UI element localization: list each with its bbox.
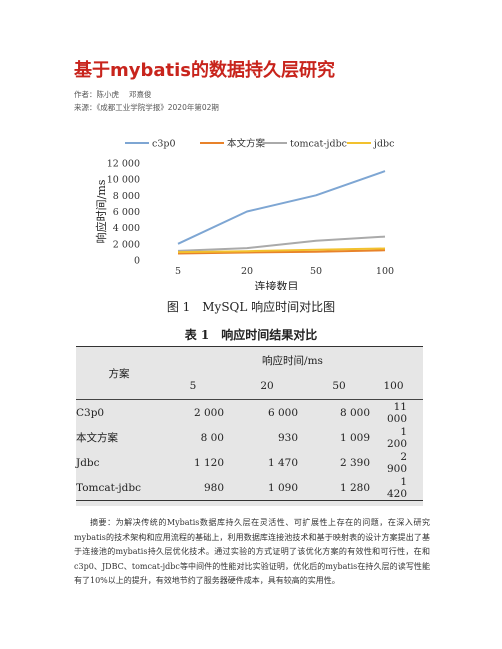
source-label: 来源： — [74, 103, 97, 112]
row-name: C3p0 — [76, 399, 162, 425]
article-title: 基于mybatis的数据持久层研究 — [74, 60, 336, 81]
table-cell: 980 — [162, 475, 236, 501]
x-axis: 5 20 50 100 — [175, 266, 394, 277]
x-axis-label: 连接数目 — [255, 280, 299, 290]
table-caption-text: 响应时间结果对比 — [221, 328, 318, 342]
legend-item: c3p0 — [125, 139, 176, 150]
table-number: 表 1 — [184, 328, 210, 342]
row-name: Jdbc — [76, 456, 100, 469]
column-header: 20 — [260, 380, 274, 392]
table-cell: 930 — [277, 431, 298, 444]
y-tick-label: 8 000 — [113, 191, 140, 202]
row-header-cell: 方案 — [76, 346, 162, 400]
table-cell: 8 00 — [200, 431, 224, 444]
table-caption: 表 1 响应时间结果对比 — [0, 326, 502, 343]
series-line — [177, 170, 386, 245]
table-cell: 1 470 — [267, 456, 298, 469]
x-tick-label: 5 — [175, 266, 181, 277]
response-time-line-chart: c3p0 本文方案 tomcat-jdbc jdbc 0 2 000 4 000 6 000… — [95, 138, 394, 291]
figure-caption: 图 1 MySQL 响应时间对比图 — [0, 298, 502, 315]
legend-item: 本文方案 — [200, 138, 266, 150]
table-cell: 1 200 — [386, 425, 407, 450]
row-name: 本文方案 — [76, 432, 118, 444]
source-name: 《成都工业学院学报》2020年第02期 — [96, 103, 219, 112]
table-cell: 6 000 — [236, 399, 308, 425]
figure-caption-text: MySQL 响应时间对比图 — [202, 300, 336, 314]
author-line: 作者：陈小虎 邓熹俊 — [74, 89, 454, 100]
result-table: 方案 响应时间/ms 5 20 50 100 C3p0 2 000 6 000 … — [76, 346, 423, 501]
figure-number: 图 1 — [166, 300, 191, 314]
table-cell: 2 000 — [162, 399, 236, 425]
y-axis: 0 2 000 4 000 6 000 8 000 10 000 12 000 — [107, 159, 140, 267]
y-axis-label: 响应时间/ms — [95, 179, 108, 243]
table-cell: 1 420 — [380, 475, 423, 501]
author-label: 作者： — [74, 90, 97, 99]
abstract-paragraph: 摘要：为解决传统的Mybatis数据库持久层在灵活性、可扩展性上存在的问题，在深… — [74, 518, 430, 585]
x-tick-label: 50 — [310, 266, 322, 277]
legend-label: 本文方案 — [227, 138, 266, 150]
author-name: 陈小虎 — [96, 90, 120, 99]
table-row: C3p0 2 000 6 000 8 000 11 000 — [76, 399, 423, 425]
source-line: 来源：《成都工业学院学报》2020年第02期 — [74, 102, 454, 113]
legend-label: c3p0 — [152, 139, 176, 150]
y-tick-label: 10 000 — [107, 175, 140, 186]
table-cell: 2 390 — [339, 456, 370, 469]
chart-legend: c3p0 本文方案 tomcat-jdbc jdbc — [125, 138, 394, 150]
table-cell: 1 090 — [236, 475, 308, 501]
table-row: 本文方案 8 00 930 1 009 1 200 — [76, 425, 423, 450]
group-header-cell: 响应时间/ms — [162, 346, 423, 373]
table-cell: 1 120 — [193, 456, 224, 469]
x-tick-label: 100 — [376, 266, 394, 277]
table-cell: 8 000 — [308, 399, 380, 425]
y-tick-label: 6 000 — [113, 207, 140, 218]
series-line — [177, 235, 386, 252]
y-tick-label: 12 000 — [107, 159, 140, 170]
column-header: 100 — [383, 380, 404, 392]
author-name: 邓熹俊 — [129, 90, 152, 99]
y-tick-label: 4 000 — [113, 223, 140, 234]
table-cell: 11 000 — [380, 399, 423, 425]
table-row: Tomcat-jdbc 980 1 090 1 280 1 420 — [76, 475, 423, 501]
legend-item: tomcat-jdbc — [263, 139, 347, 150]
series-line — [177, 247, 386, 254]
legend-item: jdbc — [347, 139, 394, 150]
legend-label: jdbc — [373, 139, 394, 150]
table-cell: 1 009 — [339, 431, 370, 444]
table-cell: 1 280 — [308, 475, 380, 501]
chart-series-group — [177, 170, 386, 255]
column-header: 50 — [332, 380, 346, 392]
table-row: Jdbc 1 120 1 470 2 390 2 900 — [76, 450, 423, 475]
legend-label: tomcat-jdbc — [290, 139, 347, 150]
column-header: 5 — [189, 380, 197, 392]
row-name: Tomcat-jdbc — [76, 475, 162, 501]
y-tick-label: 0 — [134, 256, 140, 267]
series-line — [177, 249, 386, 255]
x-tick-label: 20 — [241, 266, 253, 277]
y-tick-label: 2 000 — [113, 239, 140, 250]
result-table-container: 方案 响应时间/ms 5 20 50 100 C3p0 2 000 6 000 … — [76, 346, 423, 506]
table-cell: 2 900 — [386, 450, 407, 475]
